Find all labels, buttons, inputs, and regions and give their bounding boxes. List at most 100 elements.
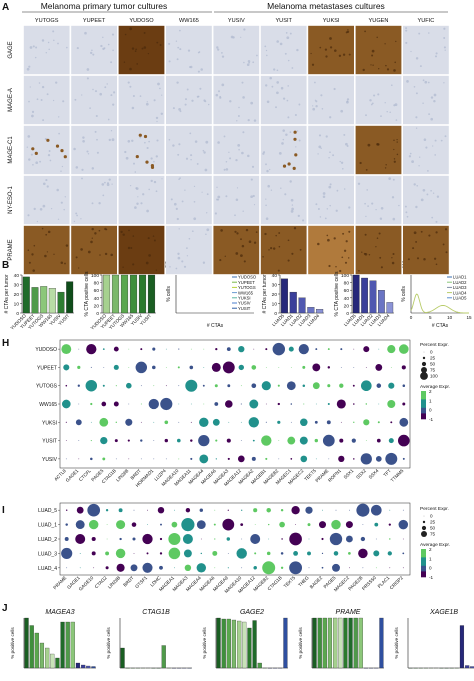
- tissue-speck: [234, 230, 237, 233]
- tissue-speck: [286, 36, 290, 40]
- panel-letter-i: I: [2, 505, 5, 516]
- tissue-speck: [373, 94, 376, 97]
- ihc-tile: [118, 175, 166, 225]
- expression-dot: [132, 537, 136, 541]
- ihc-tile: [212, 75, 260, 125]
- tissue-speck: [57, 116, 60, 118]
- expression-dot: [253, 348, 255, 350]
- tissue-speck: [73, 220, 76, 223]
- ihc-tile: [118, 75, 166, 125]
- tissue-speck: [242, 96, 245, 99]
- gene-label: SSX4: [368, 468, 380, 480]
- expression-dot: [133, 509, 135, 511]
- tissue-speck: [73, 147, 76, 151]
- bar: [343, 617, 348, 669]
- tissue-speck: [188, 66, 191, 68]
- ihc-tile: [70, 175, 118, 225]
- tissue-speck: [66, 46, 68, 49]
- y-tick-label: 20: [14, 292, 20, 298]
- tissue-speck: [112, 103, 115, 106]
- ihc-tile: [354, 225, 402, 275]
- expression-dot: [140, 421, 142, 423]
- panel-letter-h: H: [2, 338, 9, 349]
- tissue-speck: [435, 263, 438, 266]
- tissue-speck: [312, 107, 316, 111]
- tissue-speck: [110, 94, 113, 97]
- tissue-speck: [266, 100, 270, 104]
- tissue-speck: [345, 142, 348, 146]
- size-legend-dot: [421, 525, 427, 531]
- tissue-speck: [235, 252, 239, 255]
- expression-dot: [280, 552, 284, 555]
- tissue-speck: [124, 33, 127, 36]
- tissue-speck: [333, 87, 336, 91]
- tissue-speck: [206, 212, 208, 214]
- expression-dot: [279, 521, 285, 528]
- tissue-speck: [191, 99, 194, 102]
- bar: [161, 645, 166, 669]
- bar: [280, 278, 288, 314]
- tissue-speck: [322, 192, 326, 195]
- tissue-speck: [324, 48, 328, 51]
- tissue-speck: [145, 102, 149, 106]
- expression-dot: [106, 524, 108, 525]
- tissue-speck: [393, 139, 395, 141]
- tissue-speck: [329, 37, 332, 40]
- tissue-speck: [443, 37, 446, 39]
- expression-dot: [265, 421, 267, 423]
- tissue-speck: [406, 80, 409, 83]
- tissue-speck: [377, 93, 380, 96]
- expression-dot: [140, 458, 142, 460]
- tissue-speck: [328, 156, 330, 159]
- tissue-speck: [183, 265, 187, 268]
- expression-dot: [302, 365, 306, 369]
- tissue-speck: [134, 206, 137, 209]
- expression-dot: [202, 384, 205, 387]
- positive-cell: [150, 164, 154, 168]
- tissue-speck: [324, 217, 327, 220]
- tissue-speck: [346, 145, 349, 147]
- tissue-speck: [252, 194, 255, 198]
- tissue-speck: [347, 257, 350, 259]
- legend-label: YUSIV: [238, 301, 251, 306]
- expression-dot: [184, 564, 192, 572]
- tissue-speck: [297, 214, 300, 218]
- positive-cell: [293, 130, 297, 134]
- expression-dot: [185, 508, 191, 513]
- tissue-speck: [170, 198, 173, 201]
- tissue-speck: [44, 254, 47, 258]
- color-legend-label: 2: [429, 547, 432, 552]
- expression-dot: [241, 567, 243, 569]
- tissue-speck: [367, 205, 369, 207]
- expression-dot: [353, 421, 355, 423]
- tissue-speck: [415, 205, 418, 209]
- y-axis-label: % positive cells: [298, 627, 303, 659]
- expression-dot: [300, 455, 308, 463]
- tissue-speck: [277, 269, 280, 272]
- expression-dot: [398, 519, 409, 530]
- expression-dot: [153, 421, 155, 423]
- bar: [231, 619, 237, 669]
- tissue-speck: [107, 118, 110, 121]
- tissue-speck: [423, 138, 427, 141]
- tissue-speck: [135, 187, 139, 190]
- tissue-speck: [217, 195, 221, 199]
- tissue-speck: [371, 49, 375, 53]
- expression-dot: [225, 400, 233, 408]
- ihc-tile: [354, 25, 402, 75]
- expression-dot: [157, 506, 165, 514]
- tissue-speck: [178, 143, 181, 146]
- row-label: WW165: [39, 402, 57, 408]
- expression-dot: [402, 402, 406, 406]
- tissue-speck: [186, 88, 189, 91]
- tissue-speck: [419, 156, 421, 158]
- tissue-speck: [144, 141, 146, 144]
- expression-dot: [399, 417, 409, 427]
- expression-dot: [261, 435, 272, 446]
- tissue-speck: [386, 110, 388, 113]
- tissue-speck: [146, 209, 149, 213]
- tissue-speck: [172, 107, 175, 110]
- expression-dot: [140, 348, 143, 351]
